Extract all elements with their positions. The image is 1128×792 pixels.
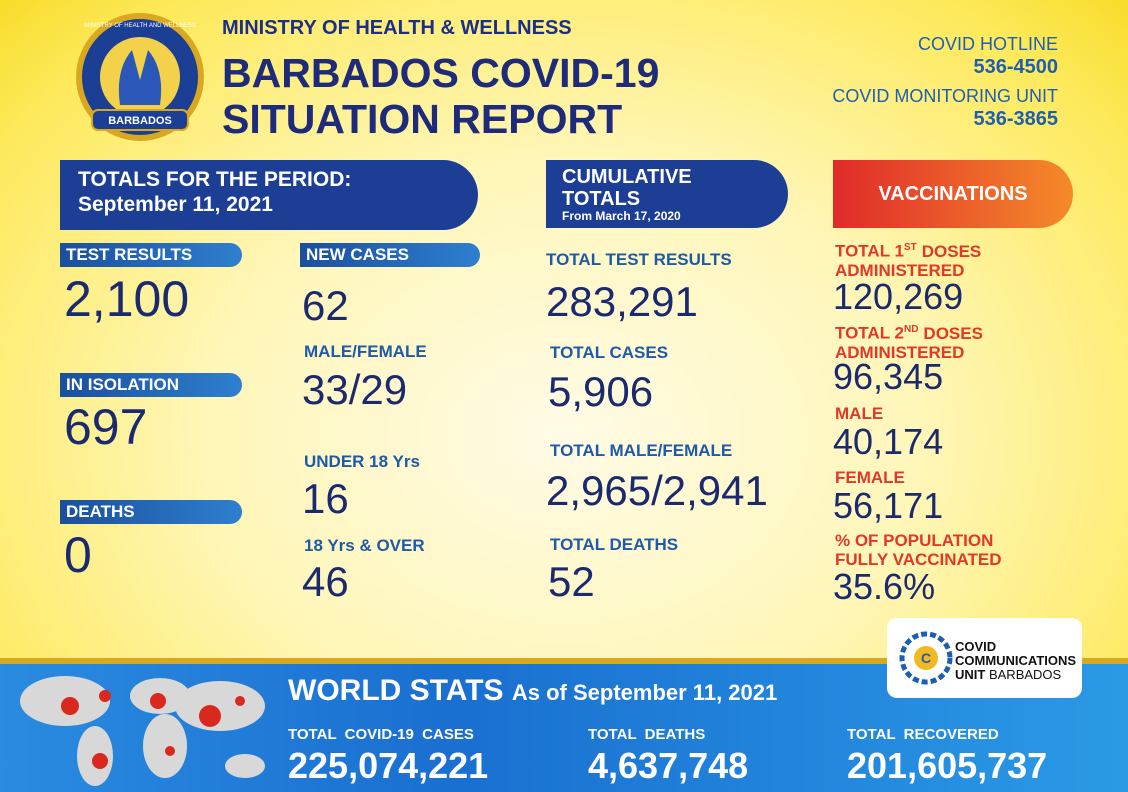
label: TOTAL COVID-19 CASES [288,726,474,743]
value: 0 [64,527,92,583]
sup: ND [903,324,919,335]
label: MALE/FEMALE [304,342,427,361]
since: From March 17, 2020 [562,209,681,223]
label: TOTAL TEST RESULTS [546,250,732,269]
value: 40,174 [833,421,944,462]
vaccinations-header: VACCINATIONS [833,160,1073,228]
value: 120,269 [833,276,964,317]
label: TOTAL DEATHS [588,726,706,743]
value: 5,906 [548,368,654,415]
label: TOTAL RECOVERED [847,726,999,743]
label: 18 Yrs & OVER [304,536,425,555]
label: ADMINISTERED [835,342,965,362]
value: 2,100 [64,271,190,327]
value: 2,965/2,941 [546,467,768,514]
value: 283,291 [546,278,698,325]
value: 35.6% [833,566,936,607]
label: MALE [835,404,884,423]
ccu-line: COMMUNICATIONS [955,653,1077,668]
sup: ST [903,242,917,253]
label: TOTAL CASES [550,343,669,362]
contact-label: COVID MONITORING UNIT [832,86,1058,106]
ccu-line: UNIT [955,667,986,682]
value: 201,605,737 [847,745,1048,786]
label: DOSES [921,241,982,261]
ministry-logo: BARBADOS MINISTRY OF HEALTH AND WELLNESS [76,13,204,141]
contact-number: 536-4500 [973,56,1058,78]
label: TOTAL 2 [835,323,904,343]
title: WORLD STATS [288,674,504,707]
period-header [60,160,478,230]
label: NEW CASES [300,243,480,267]
ministry: MINISTRY OF HEALTH & WELLNESS [222,17,572,39]
title: SITUATION REPORT [222,96,623,142]
label: TOTAL 1 [835,241,904,261]
logo-country: BARBADOS [108,115,172,127]
label: FULLY VACCINATED [835,550,1002,569]
world-map [20,676,265,786]
period-heading: TOTALS FOR THE PERIOD: [78,168,352,191]
label: FEMALE [835,468,905,487]
label: ADMINISTERED [835,260,965,280]
gold-line [0,658,1128,664]
ccu-text: COVID COMMUNICATIONS UNIT BARBADOS [955,640,1076,682]
label: TOTAL DEATHS [550,535,679,554]
value: 4,637,748 [588,745,749,786]
value: 62 [302,282,349,329]
ccu-line: COVID [955,639,997,654]
value: 225,074,221 [288,745,489,786]
value: 33/29 [302,366,408,413]
heading: CUMULATIVE [562,166,692,188]
label: DOSES [923,323,983,343]
value: 96,345 [833,356,944,397]
value: 697 [64,399,148,455]
label: UNDER 18 Yrs [304,452,420,471]
label: IN ISOLATION [60,373,242,397]
label: TOTAL MALE/FEMALE [550,441,733,460]
value: 16 [302,475,349,522]
subtitle: As of September 11, 2021 [511,680,778,705]
ccu-line: BARBADOS [988,667,1062,682]
contact-number: 536-3865 [973,108,1058,130]
world-title: WORLD STATS As of September 11, 2021 [288,674,777,708]
logo-ring: MINISTRY OF HEALTH AND WELLNESS [84,23,196,29]
label: DEATHS [60,500,242,524]
ccu-icon: C [899,631,953,685]
cumulative-header [546,160,788,228]
value: 52 [548,558,595,605]
label: TOTAL 1ST DOSES ADMINISTERED [835,238,981,280]
period-date: September 11, 2021 [78,193,273,216]
value: 56,171 [833,485,944,526]
heading: TOTALS [562,188,641,210]
value: 46 [302,558,349,605]
label: TOTAL 2ND DOSES ADMINISTERED [835,320,983,362]
svg-text:C: C [921,650,931,666]
contact-label: COVID HOTLINE [917,34,1058,54]
title: BARBADOS COVID-19 [222,50,660,96]
label: % OF POPULATION [835,531,994,550]
label: TEST RESULTS [60,243,242,267]
label: % OF POPULATION FULLY VACCINATED [835,531,1002,569]
